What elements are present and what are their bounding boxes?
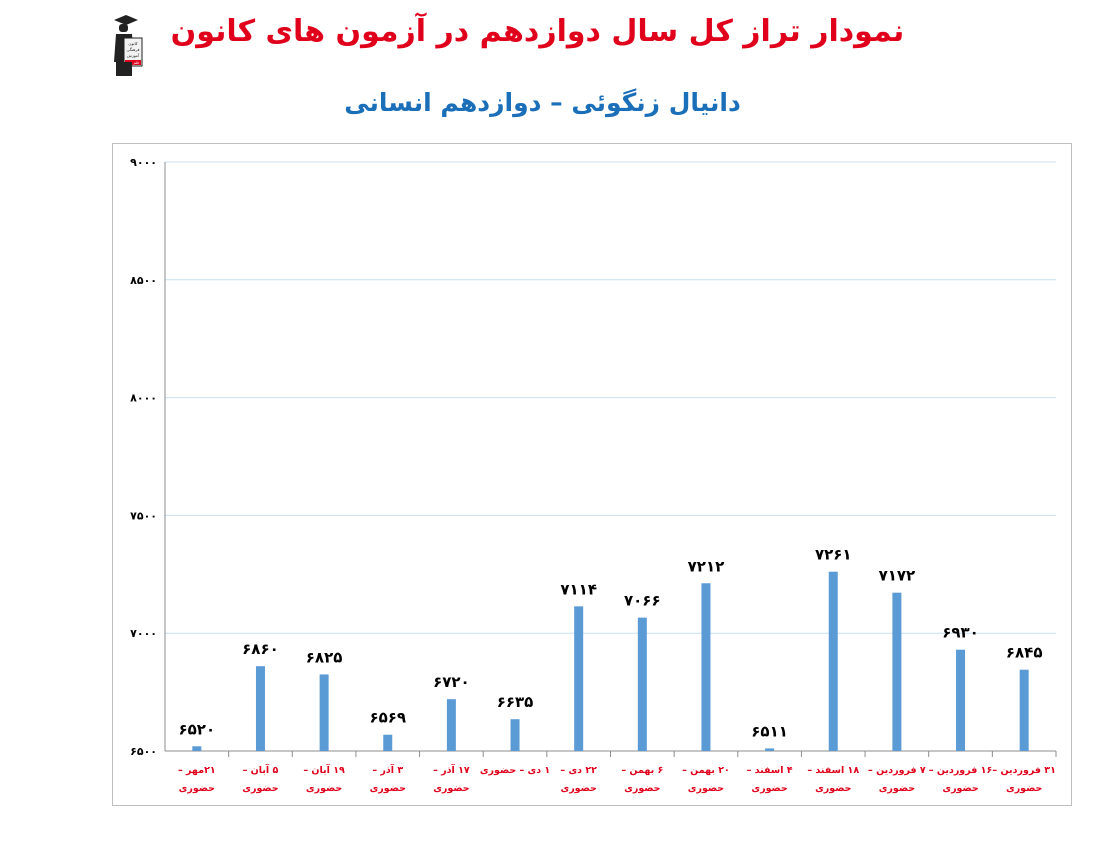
data-label: ۷۲۱۲ — [688, 557, 725, 575]
x-tick-label: ۱۷ آذر – — [433, 763, 470, 776]
bar — [510, 719, 520, 751]
logo-red-band — [125, 60, 141, 65]
chart-frame: ۶۵۰۰ ۷۰۰۰ ۷۵۰۰ ۸۰۰۰ ۸۵۰۰ ۹۰۰۰ ۶۵۲۰ ۲۱مهر – حضوری… — [112, 143, 1072, 806]
data-label: ۷۱۷۲ — [879, 567, 916, 585]
y-tick-label: ۶۵۰۰ — [130, 745, 157, 758]
y-tick-label: ۸۵۰۰ — [130, 274, 157, 287]
bar — [765, 748, 775, 751]
bar — [255, 666, 265, 751]
x-tick-label: حضوری — [179, 783, 215, 794]
data-label: ۷۲۶۱ — [815, 546, 852, 564]
bar — [892, 592, 902, 751]
kanoon-logo: کانون فرهنگی آموزش قلم چی — [114, 15, 143, 76]
data-label: ۷۱۱۴ — [560, 580, 597, 598]
x-tick-label: حضوری — [1006, 783, 1042, 794]
logo-figure-head — [119, 24, 128, 32]
logo-board — [123, 37, 143, 67]
x-tick-label: حضوری — [688, 783, 724, 794]
logo-legs — [116, 62, 132, 76]
y-tick-label: ۸۰۰۰ — [130, 392, 157, 405]
data-label: ۶۸۶۰ — [242, 640, 279, 658]
bar — [192, 746, 202, 751]
bar — [1019, 669, 1029, 751]
x-tick-label: ۵ آبان – — [243, 763, 279, 776]
data-label: ۷۰۶۶ — [624, 592, 661, 610]
page-title: نمودار تراز کل سال دوازدهم در آزمون های … — [170, 14, 905, 49]
x-tick-label: حضوری — [306, 783, 342, 794]
x-tick-label: ۱۹ آبان – — [303, 763, 345, 776]
x-tick-label: حضوری — [942, 783, 978, 794]
logo-graduate-cap — [114, 15, 138, 25]
data-label: ۶۹۳۰ — [942, 624, 979, 642]
x-tick-label: ۴ اسفند – — [747, 765, 793, 776]
data-label: ۶۷۲۰ — [433, 673, 470, 691]
bar — [956, 649, 966, 751]
bar — [383, 734, 393, 751]
bar — [637, 617, 647, 751]
x-tick-label: ۲۲ دی – — [560, 765, 597, 776]
data-label: ۶۶۳۵ — [497, 693, 534, 711]
logo-text-line-1: کانون — [128, 41, 137, 46]
data-label: ۶۵۱۱ — [751, 722, 788, 740]
bar — [828, 571, 838, 751]
x-tick-label: ۳ آذر – — [372, 763, 403, 776]
x-tick-label: ۱۶ فروردین – — [929, 765, 992, 776]
y-tick-label: ۷۵۰۰ — [130, 509, 157, 522]
data-label: ۶۵۶۹ — [369, 709, 406, 727]
logo-text-line-4: قلم چی — [127, 61, 139, 65]
x-tick-label: ۷ فروردین – — [868, 765, 926, 776]
page-subtitle: دانیال زنگوئی – دوازدهم انسانی — [344, 88, 741, 117]
bar — [701, 583, 711, 751]
y-tick-label: ۹۰۰۰ — [130, 156, 157, 169]
bar — [446, 699, 456, 751]
logo-text-line-2: فرهنگی — [127, 47, 140, 52]
x-tick-label: حضوری — [242, 783, 278, 794]
x-tick-label: ۳۱ فروردین – — [992, 765, 1055, 776]
x-tick-label: ۱ دی – حضوری — [480, 765, 550, 776]
x-tick-label: حضوری — [433, 783, 469, 794]
data-label: ۶۸۴۵ — [1006, 644, 1043, 662]
x-tick-label: حضوری — [624, 783, 660, 794]
x-tick-label: ۲۰ بهمن – — [682, 765, 730, 776]
x-tick-label: حضوری — [751, 783, 787, 794]
x-tick-label: حضوری — [370, 783, 406, 794]
x-tick-label: حضوری — [815, 783, 851, 794]
bar-chart: ۶۵۰۰ ۷۰۰۰ ۷۵۰۰ ۸۰۰۰ ۸۵۰۰ ۹۰۰۰ ۶۵۲۰ ۲۱مهر – حضوری… — [130, 156, 1057, 794]
bar — [319, 674, 329, 751]
data-label: ۶۵۲۰ — [179, 720, 216, 738]
x-tick-label: ۲۱مهر – — [178, 765, 216, 776]
bar — [574, 606, 584, 751]
x-tick-label: حضوری — [561, 783, 597, 794]
x-tick-label: ۶ بهمن – — [621, 765, 663, 776]
x-tick-label: ۱۸ اسفند – — [807, 765, 859, 776]
y-tick-label: ۷۰۰۰ — [130, 627, 157, 640]
logo-text-line-3: آموزش — [127, 53, 140, 58]
data-label: ۶۸۲۵ — [306, 648, 343, 666]
x-tick-label: حضوری — [879, 783, 915, 794]
